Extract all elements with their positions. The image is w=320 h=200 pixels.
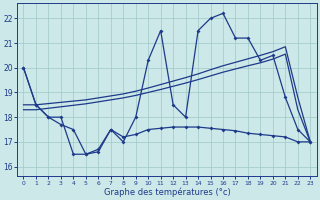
X-axis label: Graphe des températures (°c): Graphe des températures (°c) — [104, 187, 230, 197]
